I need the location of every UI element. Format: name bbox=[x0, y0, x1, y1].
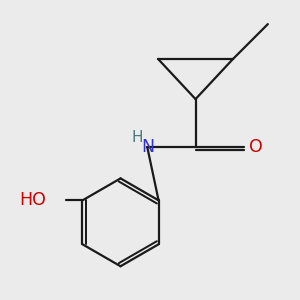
Text: H: H bbox=[132, 130, 143, 145]
Text: N: N bbox=[141, 138, 154, 156]
Text: HO: HO bbox=[19, 191, 46, 209]
Text: O: O bbox=[249, 138, 262, 156]
